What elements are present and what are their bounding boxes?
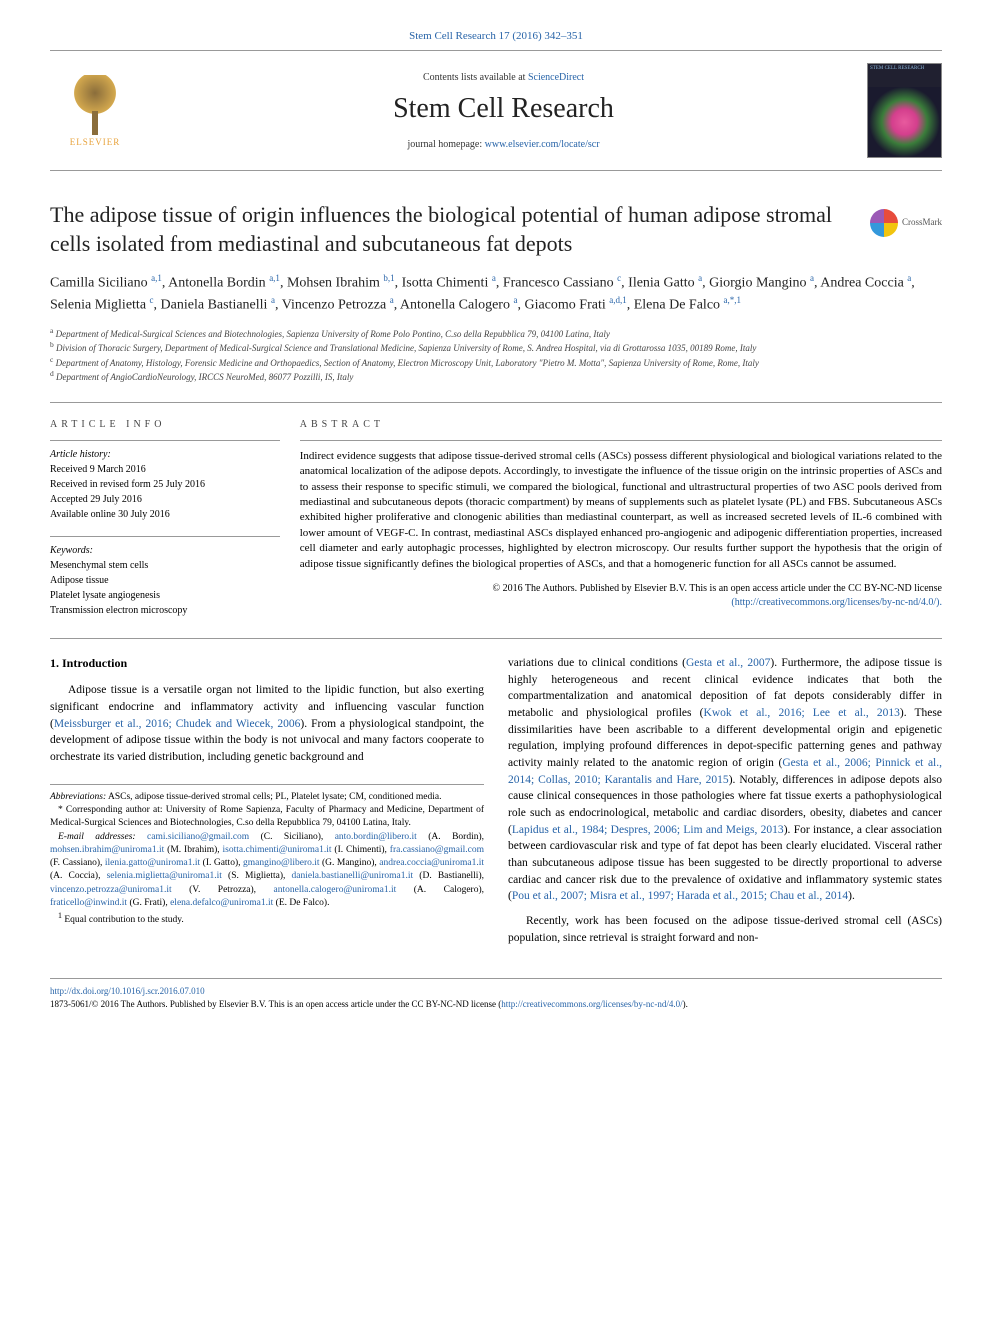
affiliations: a Department of Medical-Surgical Science… bbox=[50, 326, 942, 384]
ref-link[interactable]: Lapidus et al., 1984; Despres, 2006; Lim… bbox=[512, 824, 784, 836]
email-link[interactable]: fraticello@inwind.it bbox=[50, 898, 127, 908]
email-link[interactable]: elena.defalco@uniroma1.it bbox=[170, 898, 273, 908]
sciencedirect-link[interactable]: ScienceDirect bbox=[528, 72, 584, 83]
doi-link[interactable]: http://dx.doi.org/10.1016/j.scr.2016.07.… bbox=[50, 986, 205, 996]
equal-text: Equal contribution to the study. bbox=[64, 915, 183, 925]
abstract-text: Indirect evidence suggests that adipose … bbox=[300, 440, 942, 572]
page-footer: http://dx.doi.org/10.1016/j.scr.2016.07.… bbox=[50, 978, 942, 1010]
homepage-prefix: journal homepage: bbox=[407, 139, 484, 150]
cover-image-icon bbox=[868, 87, 941, 157]
title-text: The adipose tissue of origin influences … bbox=[50, 202, 832, 256]
email-link[interactable]: selenia.miglietta@uniroma1.it bbox=[107, 871, 222, 881]
history-label: Article history: bbox=[50, 447, 280, 462]
email-link[interactable]: anto.bordin@libero.it bbox=[335, 832, 417, 842]
keyword: Adipose tissue bbox=[50, 573, 280, 588]
license-link[interactable]: (http://creativecommons.org/licenses/by-… bbox=[731, 597, 942, 608]
intro-para-2: variations due to clinical conditions (G… bbox=[508, 655, 942, 905]
ref-link[interactable]: Meissburger et al., 2016; Chudek and Wie… bbox=[54, 718, 301, 730]
history-online: Available online 30 July 2016 bbox=[50, 507, 280, 522]
footer-close: ). bbox=[683, 999, 688, 1009]
email-link[interactable]: andrea.coccia@uniroma1.it bbox=[379, 858, 484, 868]
journal-cover-thumb: STEM CELL RESEARCH bbox=[867, 63, 942, 158]
article-history: Article history: Received 9 March 2016 R… bbox=[50, 440, 280, 522]
history-accepted: Accepted 29 July 2016 bbox=[50, 492, 280, 507]
history-received: Received 9 March 2016 bbox=[50, 462, 280, 477]
email-link[interactable]: mohsen.ibrahim@uniroma1.it bbox=[50, 845, 164, 855]
contents-prefix: Contents lists available at bbox=[423, 72, 528, 83]
abstract-heading: abstract bbox=[300, 419, 942, 430]
affiliation-c: Department of Anatomy, Histology, Forens… bbox=[56, 358, 759, 368]
ref-link[interactable]: Pou et al., 2007; Misra et al., 1997; Ha… bbox=[512, 890, 848, 902]
abbreviations: Abbreviations: ASCs, adipose tissue-deri… bbox=[50, 791, 484, 804]
keyword: Platelet lysate angiogenesis bbox=[50, 588, 280, 603]
email-link[interactable]: cami.siciliano@gmail.com bbox=[147, 832, 249, 842]
p2-e: ). bbox=[848, 890, 855, 902]
homepage-line: journal homepage: www.elsevier.com/locat… bbox=[140, 139, 867, 150]
ref-link[interactable]: Kwok et al., 2016; Lee et al., 2013 bbox=[704, 707, 900, 719]
abbrev-text: ASCs, adipose tissue-derived stromal cel… bbox=[106, 792, 441, 802]
copyright-text: © 2016 The Authors. Published by Elsevie… bbox=[493, 583, 942, 594]
keywords-label: Keywords: bbox=[50, 543, 280, 558]
equal-contribution: 1 Equal contribution to the study. bbox=[50, 910, 484, 927]
email-link[interactable]: antonella.calogero@uniroma1.it bbox=[274, 885, 397, 895]
homepage-link[interactable]: www.elsevier.com/locate/scr bbox=[485, 139, 600, 150]
elsevier-tree-icon bbox=[65, 75, 125, 135]
p2-s: variations due to clinical conditions ( bbox=[508, 657, 686, 669]
affiliation-a: Department of Medical-Surgical Sciences … bbox=[56, 329, 610, 339]
footer-license-link[interactable]: http://creativecommons.org/licenses/by-n… bbox=[501, 999, 682, 1009]
body-columns: 1. Introduction Adipose tissue is a vers… bbox=[50, 655, 942, 954]
keyword: Mesenchymal stem cells bbox=[50, 558, 280, 573]
elsevier-logo: ELSEVIER bbox=[50, 66, 140, 156]
crossmark-icon bbox=[870, 209, 898, 237]
journal-name: Stem Cell Research bbox=[140, 93, 867, 125]
keyword: Transmission electron microscopy bbox=[50, 603, 280, 618]
email-link[interactable]: daniela.bastianelli@uniroma1.it bbox=[292, 871, 414, 881]
history-revised: Received in revised form 25 July 2016 bbox=[50, 477, 280, 492]
crossmark-label: CrossMark bbox=[902, 217, 942, 229]
cover-label: STEM CELL RESEARCH bbox=[868, 64, 941, 87]
emails: E-mail addresses: cami.siciliano@gmail.c… bbox=[50, 831, 484, 911]
email-link[interactable]: vincenzo.petrozza@uniroma1.it bbox=[50, 885, 172, 895]
journal-header: ELSEVIER Contents lists available at Sci… bbox=[50, 50, 942, 171]
crossmark-badge[interactable]: CrossMark bbox=[870, 209, 942, 237]
keywords-block: Keywords: Mesenchymal stem cells Adipose… bbox=[50, 536, 280, 618]
section-divider bbox=[50, 638, 942, 639]
footnotes-block: Abbreviations: ASCs, adipose tissue-deri… bbox=[50, 784, 484, 928]
article-info-heading: article info bbox=[50, 419, 280, 430]
contents-line: Contents lists available at ScienceDirec… bbox=[140, 72, 867, 83]
issn-text: 1873-5061/© 2016 The Authors. Published … bbox=[50, 999, 501, 1009]
elsevier-text: ELSEVIER bbox=[70, 137, 121, 147]
header-citation: Stem Cell Research 17 (2016) 342–351 bbox=[50, 30, 942, 42]
abbrev-label: Abbreviations: bbox=[50, 792, 106, 802]
affiliation-b: Division of Thoracic Surgery, Department… bbox=[56, 343, 756, 353]
authors-list: Camilla Siciliano a,1, Antonella Bordin … bbox=[50, 272, 942, 315]
email-link[interactable]: isotta.chimenti@uniroma1.it bbox=[223, 845, 332, 855]
copyright-line: © 2016 The Authors. Published by Elsevie… bbox=[300, 582, 942, 610]
ref-link[interactable]: Gesta et al., 2007 bbox=[686, 657, 770, 669]
affiliation-d: Department of AngioCardioNeurology, IRCC… bbox=[56, 372, 353, 382]
intro-para-3: Recently, work has been focused on the a… bbox=[508, 913, 942, 946]
intro-heading: 1. Introduction bbox=[50, 655, 484, 672]
article-title: The adipose tissue of origin influences … bbox=[50, 201, 942, 258]
email-link[interactable]: gmangino@libero.it bbox=[243, 858, 320, 868]
email-link[interactable]: fra.cassiano@gmail.com bbox=[390, 845, 484, 855]
intro-para-1: Adipose tissue is a versatile organ not … bbox=[50, 682, 484, 765]
corresponding-author: * Corresponding author at: University of… bbox=[50, 804, 484, 831]
email-link[interactable]: ilenia.gatto@uniroma1.it bbox=[105, 858, 200, 868]
